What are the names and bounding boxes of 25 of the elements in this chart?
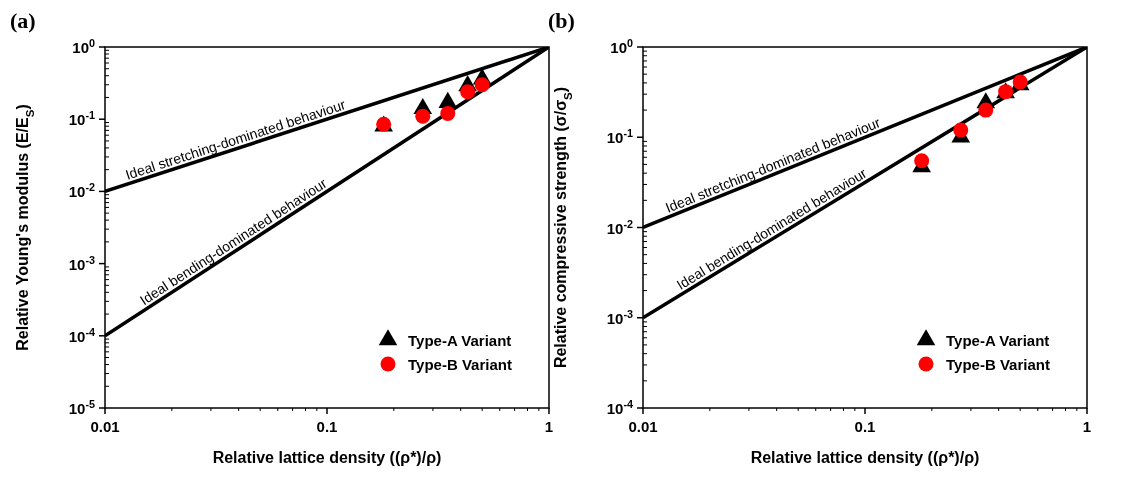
x-tick-label: 1 [544, 418, 554, 435]
x-tick-label: 1 [1082, 418, 1092, 435]
legend-label: Type-A Variant [408, 332, 512, 349]
y-tick-label: 10$^{-3}$ [606, 307, 633, 327]
legend-label: Type-A Variant [946, 332, 1050, 349]
x-axis-title: Relative lattice density ((ρ*)/ρ) [750, 449, 980, 466]
legend-label: Type-B Variant [946, 356, 1050, 373]
x-axis-title: Relative lattice density ((ρ*)/ρ) [212, 449, 442, 466]
y-tick-label: 10$^{-1}$ [606, 127, 633, 147]
y-tick-label: 10$^{-3}$ [68, 253, 95, 273]
y-tick-label: 10$^{0}$ [72, 37, 95, 56]
x-tick-label: 0.1 [316, 418, 338, 435]
y-tick-label: 10$^{-4}$ [606, 398, 633, 417]
chart-title: (a) [10, 8, 36, 33]
x-tick-label: 0.01 [90, 418, 120, 435]
legend-label: Type-B Variant [408, 356, 512, 373]
y-tick-label: 10$^{-5}$ [68, 398, 95, 417]
chart-title: (b) [548, 8, 575, 33]
y-tick-label: 10$^{0}$ [610, 37, 633, 56]
y-tick-label: 10$^{-1}$ [68, 109, 95, 129]
x-tick-label: 0.01 [628, 418, 658, 435]
y-tick-label: 10$^{-2}$ [606, 217, 633, 237]
x-tick-label: 0.1 [854, 418, 876, 435]
y-tick-label: 10$^{-4}$ [68, 325, 95, 345]
y-tick-label: 10$^{-2}$ [68, 181, 95, 201]
